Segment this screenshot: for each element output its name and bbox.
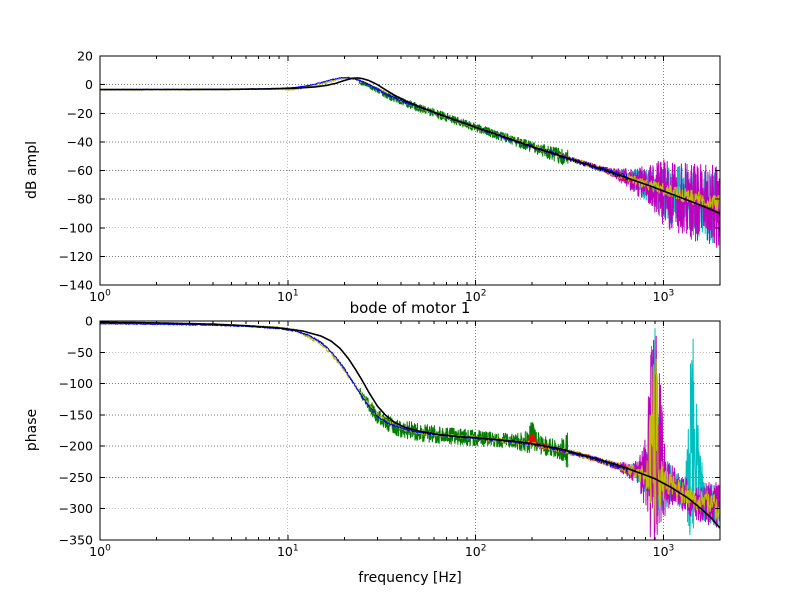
series-meas-blue [100, 76, 629, 181]
y-tick-label: −350 [59, 533, 93, 548]
x-axis-label: frequency [Hz] [358, 570, 461, 586]
y-tick-label: 0 [85, 77, 93, 92]
y-tick-label: −300 [59, 501, 93, 516]
y-tick-label: −20 [67, 106, 93, 121]
series-meas-green [358, 80, 569, 166]
y-tick-label: 0 [85, 314, 93, 329]
exponent: 0 [105, 544, 111, 554]
y-tick-label: −100 [59, 220, 93, 235]
exponent: 1 [293, 289, 299, 299]
exponent: 3 [669, 544, 675, 554]
exponent: 1 [293, 544, 299, 554]
y-tick-label: −120 [59, 249, 93, 264]
y-tick-label: −150 [59, 407, 93, 422]
y-tick-label: −200 [59, 439, 93, 454]
y-tick-label: −140 [59, 278, 93, 293]
x-tick-label: 100 [89, 544, 111, 560]
series-meas-yellow [100, 77, 720, 212]
exponent: 3 [669, 289, 675, 299]
x-tick-label: 102 [465, 544, 487, 560]
y-tick-label: −100 [59, 376, 93, 391]
series-group [100, 321, 720, 540]
exponent: 2 [481, 544, 487, 554]
plot-title: bode of motor 1 [350, 299, 471, 317]
series-meas-green [358, 388, 569, 468]
top-ylabel: dB ampl [24, 141, 40, 199]
y-tick-label: −60 [67, 163, 93, 178]
x-tick-label: 100 [89, 289, 111, 305]
axes-frame [99, 320, 721, 541]
x-tick-label: 103 [653, 544, 675, 560]
x-tick-label: 103 [653, 289, 675, 305]
series-group [100, 76, 720, 248]
y-tick-label: 20 [77, 49, 93, 64]
series-model-black [100, 77, 720, 215]
x-tick-label: 101 [277, 544, 299, 560]
bottom-ylabel: phase [24, 409, 40, 451]
series-meas-magenta [603, 335, 720, 540]
exponent: 0 [105, 289, 111, 299]
exponent: 2 [481, 289, 487, 299]
series-model-black [100, 321, 720, 529]
y-tick-label: −40 [67, 134, 93, 149]
y-tick-label: −50 [67, 345, 93, 360]
y-tick-label: −250 [59, 470, 93, 485]
x-tick-label: 101 [277, 289, 299, 305]
y-tick-label: −80 [67, 192, 93, 207]
